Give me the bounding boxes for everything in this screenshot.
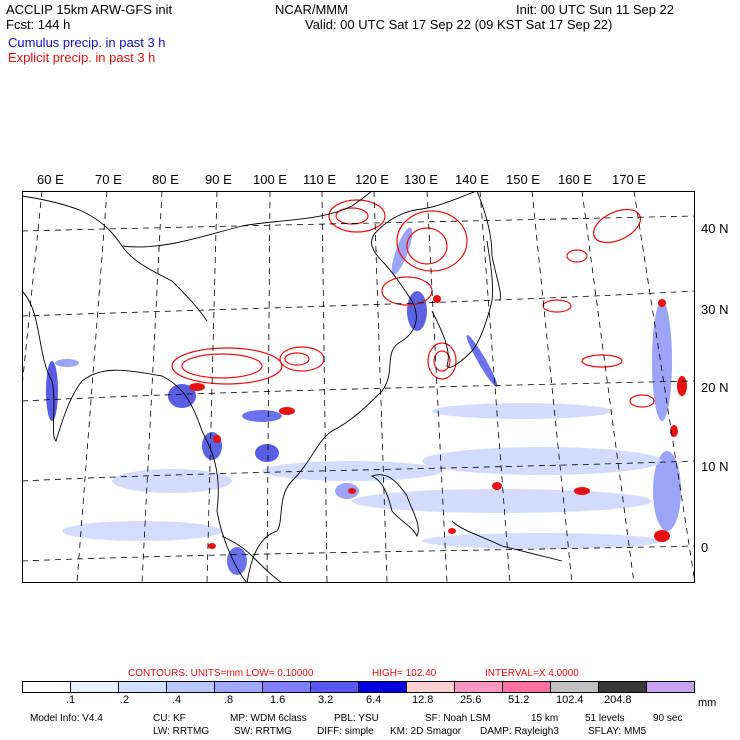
lon-label: 100 E <box>253 172 287 187</box>
footer-pbl: PBL: YSU <box>334 713 379 724</box>
colorbar-swatch <box>215 682 263 692</box>
footer-cu: CU: KF <box>153 713 186 724</box>
cumulus-precip-layer <box>46 227 681 575</box>
org-label: NCAR/MMM <box>275 2 348 17</box>
colorbar-swatch <box>599 682 647 692</box>
lon-label: 130 E <box>404 172 438 187</box>
footer-damp: DAMP: Rayleigh3 <box>480 726 559 737</box>
lon-label: 140 E <box>455 172 489 187</box>
colorbar-tick: .2 <box>120 694 130 706</box>
footer-sw: SW: RRTMG <box>234 726 292 737</box>
colorbar-tick: 204.8 <box>604 694 632 706</box>
lat-label: 0 <box>701 540 709 555</box>
colorbar-swatch <box>647 682 694 692</box>
precip-map <box>22 191 695 583</box>
contour-high: HIGH= 102.40 <box>372 668 437 679</box>
field-cumulus-label: Cumulus precip. in past 3 h <box>8 35 166 50</box>
lon-label: 110 E <box>303 172 337 187</box>
colorbar-swatch <box>455 682 503 692</box>
lat-label: 20 N <box>701 380 729 395</box>
footer-lw: LW: RRTMG <box>153 726 210 737</box>
colorbar-swatch <box>71 682 119 692</box>
colorbar-tick: .1 <box>66 694 76 706</box>
lon-label: 60 E <box>37 172 64 187</box>
lon-label: 80 E <box>152 172 179 187</box>
init-time: Init: 00 UTC Sun 11 Sep 22 <box>516 2 675 17</box>
footer-timestep: 90 sec <box>653 713 683 724</box>
forecast-hour: Fcst: 144 h <box>6 17 71 32</box>
footer-levels: 51 levels <box>585 713 625 724</box>
lat-label: 40 N <box>701 221 729 236</box>
lat-label: 30 N <box>701 302 729 317</box>
lon-label: 70 E <box>95 172 122 187</box>
valid-time: Valid: 00 UTC Sat 17 Sep 22 (09 KST Sat … <box>305 17 613 32</box>
colorbar-tick: 102.4 <box>556 694 584 706</box>
color-scale-bar <box>22 681 695 693</box>
lat-label: 10 N <box>701 459 729 474</box>
lon-label: 120 E <box>355 172 389 187</box>
colorbar-swatch <box>23 682 71 692</box>
colorbar-swatch <box>551 682 599 692</box>
footer-resolution: 15 km <box>531 713 559 724</box>
colorbar-unit: mm <box>698 697 717 709</box>
colorbar-swatch <box>263 682 311 692</box>
colorbar-swatch <box>311 682 359 692</box>
colorbar-tick: 12.8 <box>412 694 434 706</box>
footer-sf: SF: Noah LSM <box>425 713 491 724</box>
lon-label: 90 E <box>205 172 232 187</box>
colorbar-swatch <box>119 682 167 692</box>
contour-units: CONTOURS: UNITS=mm LOW= 0.10000 <box>128 668 314 679</box>
colorbar-swatch <box>503 682 551 692</box>
explicit-precip-layer <box>171 199 655 408</box>
lon-label: 170 E <box>612 172 646 187</box>
colorbar-tick: 25.6 <box>460 694 482 706</box>
colorbar-tick: 6.4 <box>366 694 382 706</box>
model-title: ACCLIP 15km ARW-GFS init <box>6 2 173 17</box>
footer-sflay: SFLAY: MM5 <box>588 726 647 737</box>
colorbar-tick: .8 <box>224 694 234 706</box>
footer-diff: DIFF: simple <box>317 726 374 737</box>
colorbar-tick: 1.6 <box>270 694 286 706</box>
footer-mp: MP: WDM 6class <box>230 713 307 724</box>
coastlines <box>22 191 563 583</box>
colorbar-tick: .4 <box>172 694 182 706</box>
colorbar-swatch <box>407 682 455 692</box>
footer-model-info: Model Info: V4.4 <box>30 713 103 724</box>
footer-km: KM: 2D Smagor <box>390 726 462 737</box>
heavy-precip-layer <box>189 295 687 549</box>
field-explicit-label: Explicit precip. in past 3 h <box>8 50 156 65</box>
colorbar-swatch <box>167 682 215 692</box>
colorbar-swatch <box>359 682 407 692</box>
lon-label: 150 E <box>506 172 540 187</box>
colorbar-tick: 3.2 <box>318 694 334 706</box>
contour-interval: INTERVAL=X 4.0000 <box>485 668 579 679</box>
map-frame <box>22 191 695 583</box>
colorbar-tick: 51.2 <box>508 694 530 706</box>
graticule <box>22 191 695 583</box>
lon-label: 160 E <box>558 172 592 187</box>
